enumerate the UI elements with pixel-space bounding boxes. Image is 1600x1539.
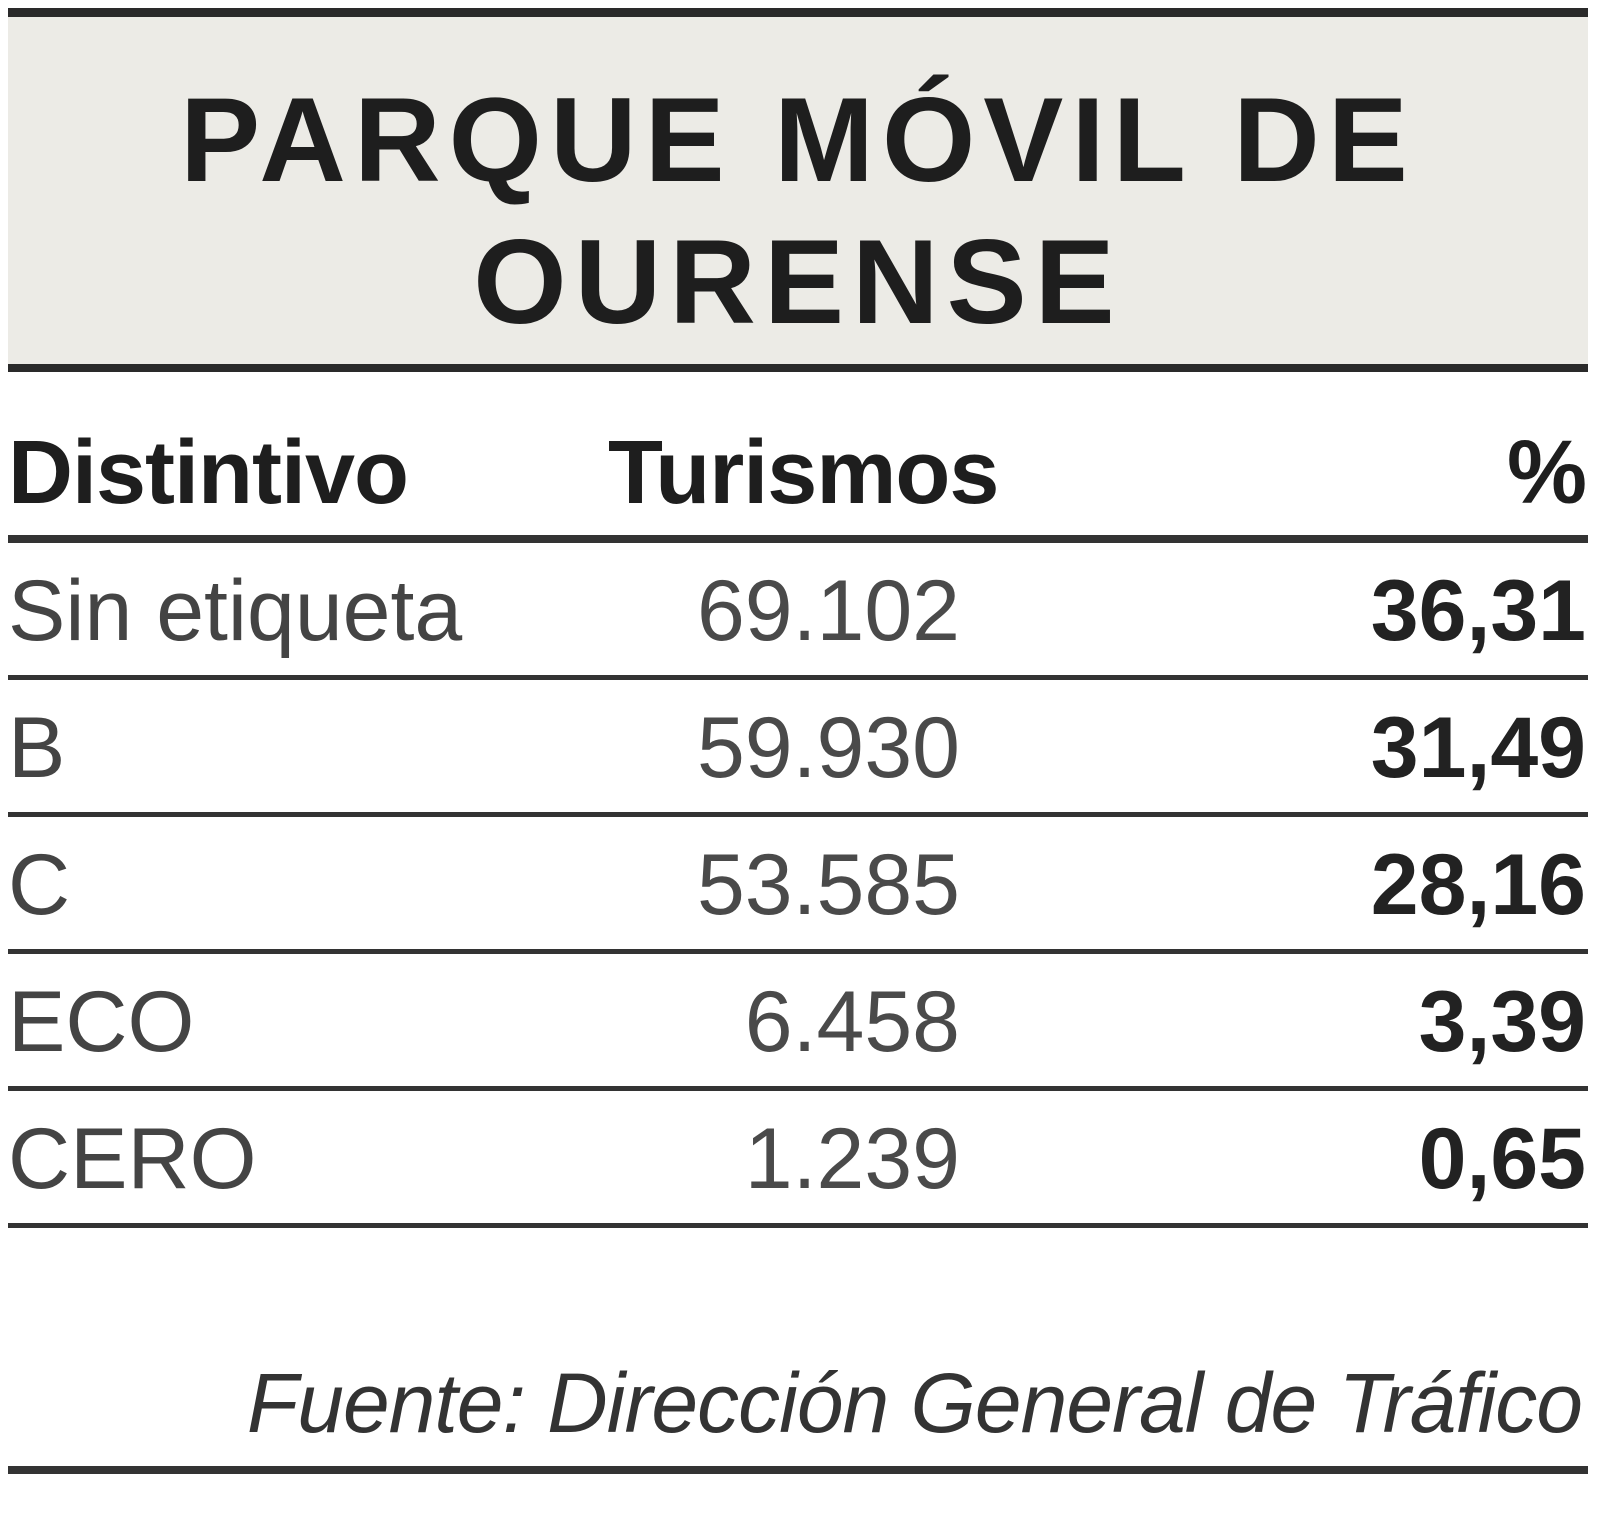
title-band: PARQUE MÓVIL DE OURENSE	[8, 17, 1588, 364]
source-note: Fuente: Dirección General de Tráfico	[246, 1356, 1583, 1450]
source-footer: Fuente: Dirección General de Tráfico	[8, 1356, 1588, 1474]
row-percent-value: 0,65	[1418, 1111, 1586, 1207]
row-label: Sin etiqueta	[8, 563, 463, 659]
row-turismos-value: 59.930	[696, 700, 960, 796]
row-turismos-value: 69.102	[696, 563, 960, 659]
row-label: ECO	[8, 974, 195, 1070]
table-header-row: Distintivo Turismos %	[8, 372, 1588, 543]
chart-title-line-1: PARQUE MÓVIL DE	[180, 73, 1416, 207]
column-header-distintivo: Distintivo	[8, 423, 409, 523]
row-percent-value: 28,16	[1370, 837, 1586, 933]
chart-title: PARQUE MÓVIL DE OURENSE	[8, 69, 1588, 353]
row-percent-value: 36,31	[1370, 563, 1586, 659]
data-table: Distintivo Turismos % Sin etiqueta 69.10…	[8, 372, 1588, 1228]
row-label: C	[8, 837, 71, 933]
column-header-turismos: Turismos	[608, 423, 999, 523]
row-label: B	[8, 700, 66, 796]
row-percent-value: 31,49	[1370, 700, 1586, 796]
table-row: ECO 6.458 3,39	[8, 954, 1588, 1091]
row-turismos-value: 53.585	[696, 837, 960, 933]
chart-title-line-2: OURENSE	[473, 215, 1123, 349]
table-row: C 53.585 28,16	[8, 817, 1588, 954]
row-turismos-value: 6.458	[744, 974, 960, 1070]
top-rule	[8, 8, 1588, 17]
table-row: CERO 1.239 0,65	[8, 1091, 1588, 1228]
column-header-percent: %	[1506, 423, 1587, 523]
row-turismos-value: 1.239	[744, 1111, 960, 1207]
table-row: B 59.930 31,49	[8, 680, 1588, 817]
table-row: Sin etiqueta 69.102 36,31	[8, 543, 1588, 680]
row-percent-value: 3,39	[1418, 974, 1586, 1070]
row-label: CERO	[8, 1111, 257, 1207]
title-rule	[8, 364, 1588, 372]
